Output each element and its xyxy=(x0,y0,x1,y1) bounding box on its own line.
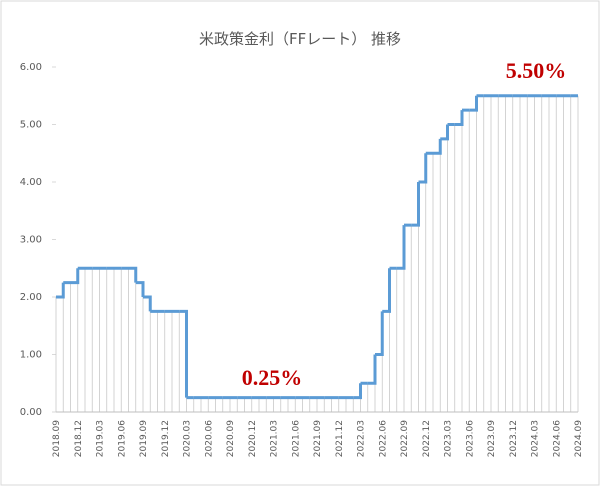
step-segment xyxy=(135,281,145,297)
x-tick-label: 2021.12 xyxy=(335,420,345,457)
step-segment xyxy=(128,266,138,283)
x-tick-label: 2023.12 xyxy=(509,420,519,457)
x-tick-label: 2021.09 xyxy=(313,420,323,457)
x-tick-label: 2023.03 xyxy=(444,420,454,457)
step-segment xyxy=(143,295,152,312)
y-tick-label: 3.00 xyxy=(20,235,42,246)
step-segment xyxy=(433,138,442,155)
x-tick-label: 2019.09 xyxy=(139,420,149,457)
x-tick-label: 2022.12 xyxy=(422,420,432,457)
step-segment xyxy=(418,153,428,184)
x-tick-label: 2018.09 xyxy=(52,420,62,457)
x-tick-label: 2019.06 xyxy=(117,420,127,457)
x-tick-label: 2020.12 xyxy=(248,420,258,457)
x-tick-label: 2020.09 xyxy=(226,420,236,457)
y-tick-label: 1.00 xyxy=(20,350,42,361)
x-tick-label: 2023.09 xyxy=(487,420,497,457)
x-tick-label: 2024.03 xyxy=(531,420,541,457)
x-tick-label: 2022.03 xyxy=(357,420,367,457)
x-tick-label: 2023.06 xyxy=(465,420,475,457)
x-tick-label: 2018.12 xyxy=(74,420,84,457)
step-segment xyxy=(382,268,391,313)
x-tick-label: 2019.03 xyxy=(96,420,106,457)
annotation: 5.50% xyxy=(506,58,567,83)
x-tick-label: 2019.12 xyxy=(161,420,171,457)
step-segment xyxy=(70,268,80,285)
step-segment xyxy=(454,110,464,126)
y-tick-label: 2.00 xyxy=(20,292,42,303)
y-tick-label: 5.00 xyxy=(20,120,42,131)
step-segment xyxy=(179,309,188,398)
x-tick-label: 2021.03 xyxy=(270,420,280,457)
x-tick-label: 2022.06 xyxy=(378,420,388,457)
step-segment xyxy=(375,311,384,356)
step-segment xyxy=(469,95,478,112)
step-segment xyxy=(440,124,449,141)
annotation: 0.25% xyxy=(242,365,303,390)
step-segment xyxy=(367,354,377,385)
step-segment xyxy=(396,225,406,270)
x-tick-label: 2020.06 xyxy=(204,420,214,457)
x-tick-label: 2022.09 xyxy=(400,420,410,457)
x-tick-label: 2021.06 xyxy=(291,420,301,457)
step-segment xyxy=(353,383,362,400)
y-tick-label: 6.00 xyxy=(20,62,42,73)
step-segment xyxy=(411,182,420,227)
x-tick-label: 2024.09 xyxy=(574,420,584,457)
x-tick-label: 2020.03 xyxy=(183,420,193,457)
x-tick-label: 2024.06 xyxy=(552,420,562,457)
y-tick-label: 4.00 xyxy=(20,177,42,188)
y-tick-label: 0.00 xyxy=(20,407,42,418)
chart-title: 米政策金利（FFレート） 推移 xyxy=(199,30,401,48)
step-segment xyxy=(56,282,65,299)
